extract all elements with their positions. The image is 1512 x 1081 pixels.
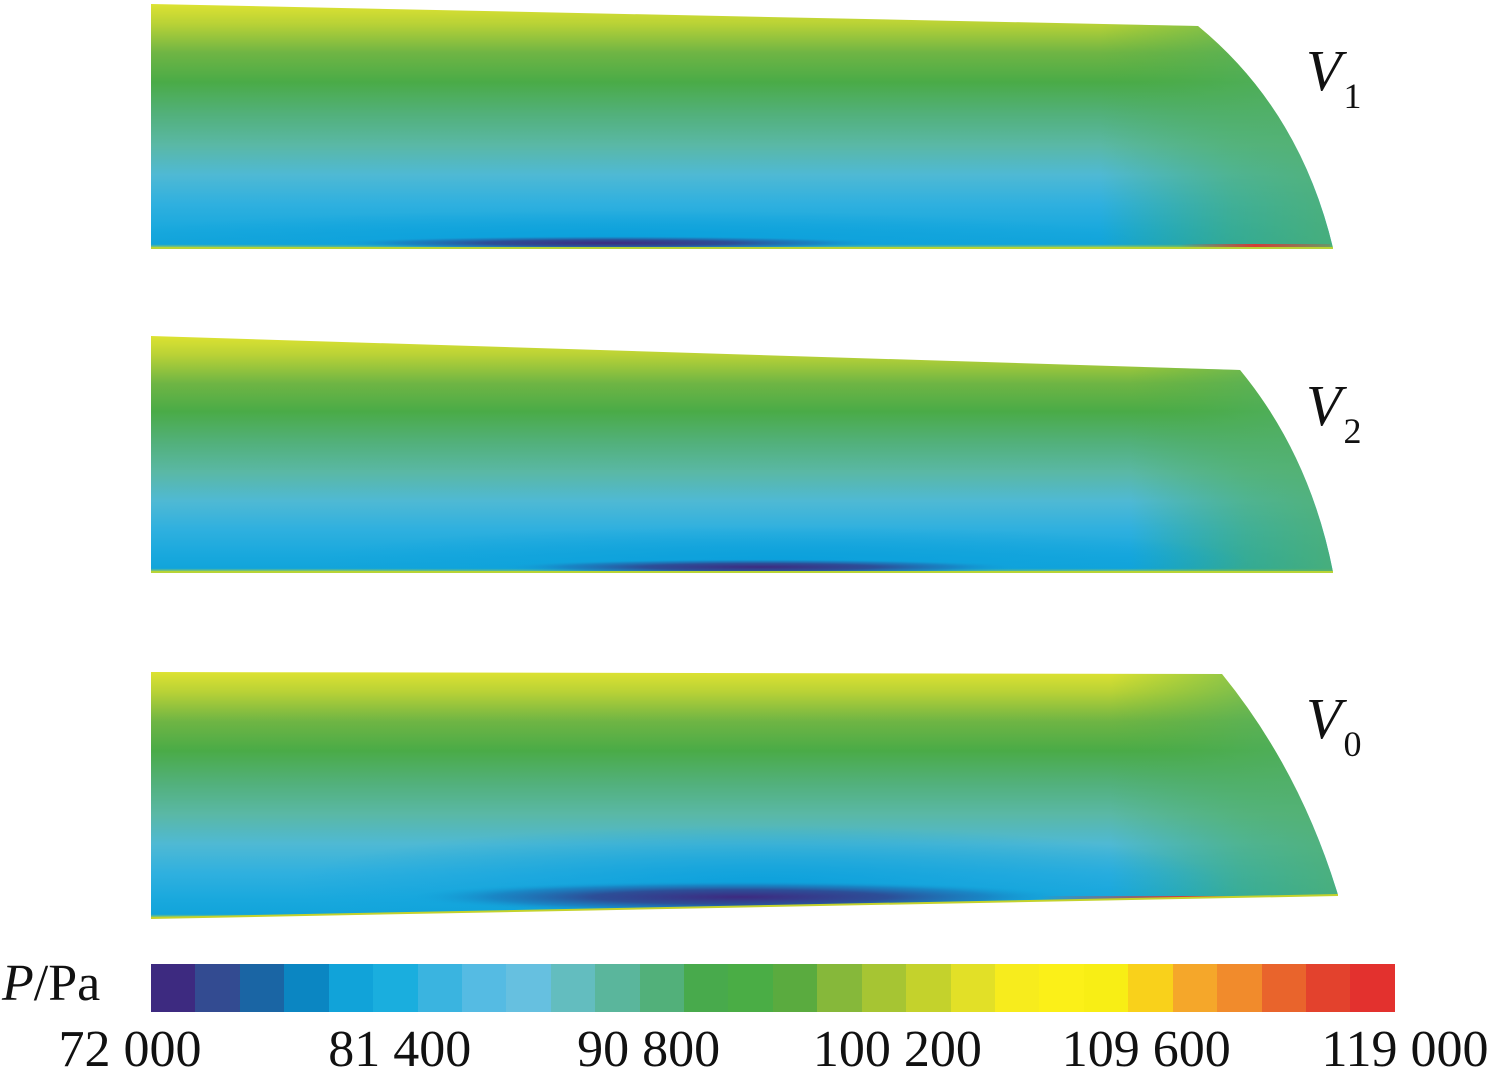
colorbar-swatch-9: [550, 964, 596, 1012]
contour-panel-v2: [151, 336, 1333, 573]
colorbar-swatch-10: [595, 964, 640, 1012]
colorbar-swatch-22: [1128, 964, 1173, 1012]
colorbar-swatch-2: [239, 964, 285, 1012]
colorbar-swatch-7: [461, 964, 507, 1012]
panel-label-v2-symbol: V: [1306, 373, 1342, 438]
colorbar-tick-label: 119 000: [1321, 1021, 1489, 1078]
colorbar-tick-label: 72 000: [58, 1021, 202, 1078]
contour-panel-v1: [151, 4, 1333, 249]
low-pressure-core-v0: [410, 881, 1070, 913]
colorbar-swatch-5: [373, 964, 418, 1012]
colorbar-swatch-16: [861, 964, 907, 1012]
panel-label-v0: V0: [1306, 690, 1361, 763]
colorbar-tick-label: 100 200: [812, 1021, 982, 1078]
colorbar-title-symbol: P: [2, 955, 34, 1012]
colorbar-swatch-21: [1083, 964, 1129, 1012]
colorbar-title: P/Pa: [2, 958, 100, 1010]
colorbar-swatch-23: [1172, 964, 1218, 1012]
low-pressure-core-v1: [330, 236, 890, 248]
colorbar-swatch-17: [906, 964, 951, 1012]
colorbar-swatch-27: [1350, 964, 1395, 1012]
colorbar-swatch-0: [151, 964, 196, 1012]
panel-label-v0-symbol: V: [1306, 686, 1342, 751]
colorbar-swatch-12: [684, 964, 729, 1012]
colorbar-swatch-19: [995, 964, 1040, 1012]
colorbar-title-unit: /Pa: [33, 955, 101, 1012]
colorbar-swatch-14: [772, 964, 818, 1012]
panel-label-v2: V2: [1306, 377, 1361, 450]
panel-label-v0-subscript: 0: [1343, 724, 1362, 764]
colorbar-swatch-8: [506, 964, 551, 1012]
colorbar-swatch-18: [950, 964, 996, 1012]
colorbar-swatch-25: [1261, 964, 1306, 1012]
colorbar-swatch-26: [1305, 964, 1351, 1012]
colorbar-swatch-13: [728, 964, 773, 1012]
colorbar-swatch-6: [417, 964, 462, 1012]
pressure-colorbar: [151, 964, 1395, 1012]
colorbar-swatch-20: [1039, 964, 1084, 1012]
colorbar-swatch-4: [328, 964, 374, 1012]
colorbar-swatch-11: [639, 964, 685, 1012]
blade-surface-v1: [151, 4, 1333, 248]
panel-label-v1-subscript: 1: [1343, 76, 1362, 116]
blade-surface-v2: [151, 336, 1333, 572]
colorbar-tick-label: 81 400: [328, 1021, 472, 1078]
colorbar-tick-label: 109 600: [1061, 1021, 1231, 1078]
panel-label-v2-subscript: 2: [1343, 411, 1362, 451]
pressure-contour-figure: [150, 4, 1339, 919]
panel-label-v1: V1: [1306, 42, 1361, 115]
colorbar-swatch-15: [817, 964, 862, 1012]
colorbar-swatch-1: [195, 964, 240, 1012]
colorbar-swatch-24: [1217, 964, 1262, 1012]
colorbar-tick-label: 90 800: [577, 1021, 721, 1078]
contour-panel-v0: [150, 672, 1339, 919]
panel-label-v1-symbol: V: [1306, 38, 1342, 103]
colorbar-swatch-3: [284, 964, 329, 1012]
